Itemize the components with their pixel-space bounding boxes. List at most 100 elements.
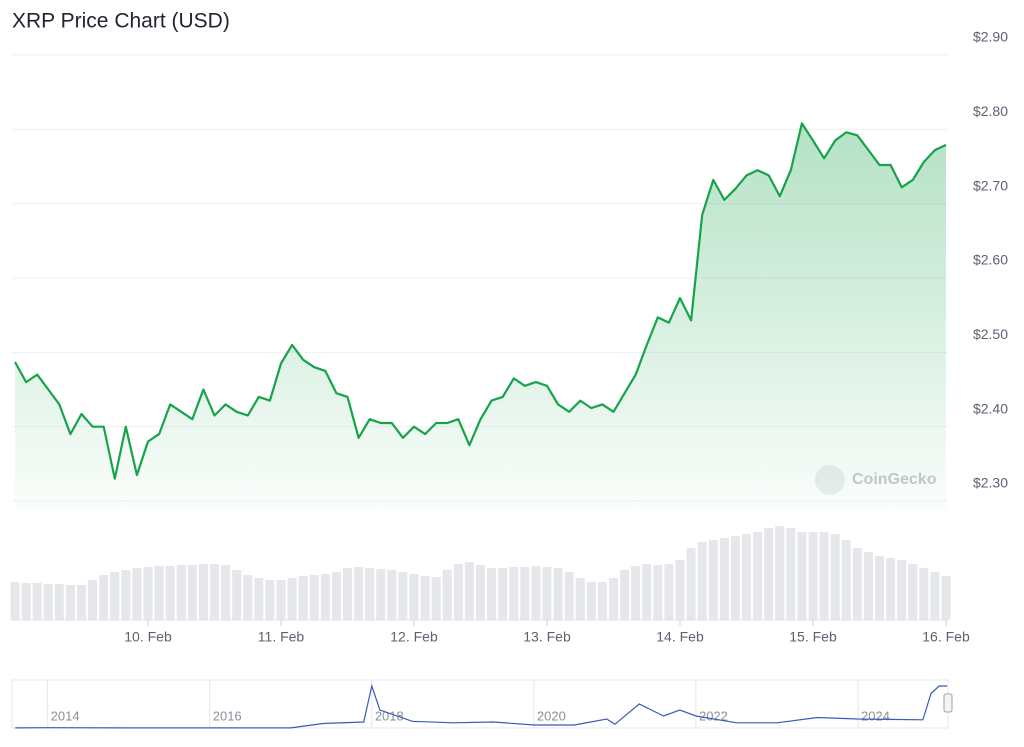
volume-bar: [653, 565, 663, 620]
volume-bar: [930, 572, 940, 620]
volume-bar: [77, 585, 86, 620]
volume-bar: [398, 572, 408, 620]
y-tick-label: $2.60: [973, 252, 1008, 268]
volume-bar: [309, 575, 319, 620]
volume-bar: [686, 548, 696, 620]
volume-bar: [10, 582, 20, 620]
volume-bar: [875, 556, 884, 620]
volume-bar: [88, 580, 98, 620]
volume-bar: [354, 567, 364, 620]
navigator-label: 2016: [213, 708, 242, 723]
x-tick-label: 11. Feb: [258, 629, 305, 645]
volume-bar: [198, 564, 208, 620]
x-tick-label: 10. Feb: [124, 629, 172, 645]
volume-bar: [121, 570, 131, 620]
volume-bar: [852, 548, 862, 620]
volume-bar: [331, 572, 341, 620]
volume-bar: [254, 578, 264, 620]
volume-bar: [730, 536, 740, 620]
x-tick-label: 12. Feb: [390, 629, 438, 645]
volume-bar: [32, 583, 42, 620]
volume-bar: [764, 528, 774, 620]
volume-bar: [320, 574, 330, 620]
volume-bar: [897, 560, 907, 620]
volume-bar: [564, 572, 574, 620]
y-tick-label: $2.70: [973, 177, 1008, 193]
volume-bar: [54, 584, 64, 620]
price-area: [15, 123, 946, 511]
volume-bar: [542, 567, 552, 620]
volume-bar: [298, 576, 308, 620]
y-tick-label: $2.40: [973, 400, 1008, 416]
volume-bar: [808, 532, 818, 620]
volume-bar: [176, 565, 186, 620]
volume-bar: [719, 538, 729, 620]
volume-bar: [863, 552, 873, 620]
volume-bar: [287, 578, 297, 620]
volume-bar: [409, 574, 419, 620]
volume-bar: [919, 568, 929, 620]
volume-bar: [531, 566, 541, 620]
y-tick-label: $2.80: [973, 103, 1008, 119]
navigator-label: 2024: [861, 708, 890, 723]
volume-bar: [132, 568, 142, 620]
volume-bar: [221, 565, 231, 620]
volume-bar: [442, 570, 452, 620]
volume-bar: [553, 568, 563, 620]
navigator-frame: [11, 679, 949, 729]
volume-bar: [642, 564, 652, 620]
x-tick-label: 13. Feb: [523, 629, 571, 645]
price-line: [14, 122, 947, 480]
volume-bar: [187, 565, 197, 620]
chart-title: XRP Price Chart (USD): [12, 10, 230, 33]
volume-bar: [498, 568, 508, 620]
volume-bar: [265, 580, 275, 620]
volume-bar: [708, 540, 718, 620]
volume-bar: [165, 566, 175, 620]
volume-bar: [697, 542, 707, 620]
volume-bar: [343, 568, 352, 620]
volume-bar: [431, 577, 441, 620]
volume-bar: [908, 564, 918, 620]
volume-bar: [420, 576, 430, 620]
volume-bar: [243, 575, 253, 620]
volume-bar: [742, 534, 751, 620]
navigator-label: 2020: [537, 708, 566, 723]
volume-bar: [941, 576, 951, 620]
y-tick-label: $2.50: [973, 326, 1008, 342]
volume-bar: [376, 569, 386, 620]
volume-bar: [387, 570, 397, 620]
navigator-line: [15, 683, 948, 729]
volume-bar: [786, 528, 796, 620]
navigator-handle[interactable]: [943, 693, 953, 713]
y-tick-label: $2.30: [973, 475, 1008, 491]
navigator-label: 2018: [375, 708, 404, 723]
volume-bar: [210, 564, 219, 620]
volume-bar: [509, 567, 519, 620]
volume-bar: [110, 572, 120, 620]
volume-bar: [154, 566, 164, 620]
volume-bar: [476, 565, 485, 620]
navigator-label: 2014: [51, 708, 80, 723]
x-tick-label: 14. Feb: [656, 629, 704, 645]
volume-bar: [520, 567, 530, 620]
volume-bar: [631, 566, 641, 620]
volume-bar: [775, 526, 785, 620]
volume-bar: [609, 578, 618, 620]
volume-bar: [143, 567, 153, 620]
volume-bar: [365, 568, 375, 620]
volume-bar: [453, 564, 463, 620]
volume-bar: [43, 584, 53, 620]
volume-bar: [841, 540, 851, 620]
volume-bar: [65, 585, 75, 620]
volume-bar: [575, 578, 585, 620]
volume-bar: [886, 558, 896, 620]
volume-bar: [487, 568, 497, 620]
volume-bar: [232, 570, 242, 620]
volume-bar: [21, 583, 31, 620]
x-tick-label: 15. Feb: [789, 629, 837, 645]
volume-bar: [586, 582, 596, 620]
volume-bar: [797, 532, 807, 620]
volume-bar: [830, 534, 840, 620]
x-tick-label: 16. Feb: [922, 629, 970, 645]
